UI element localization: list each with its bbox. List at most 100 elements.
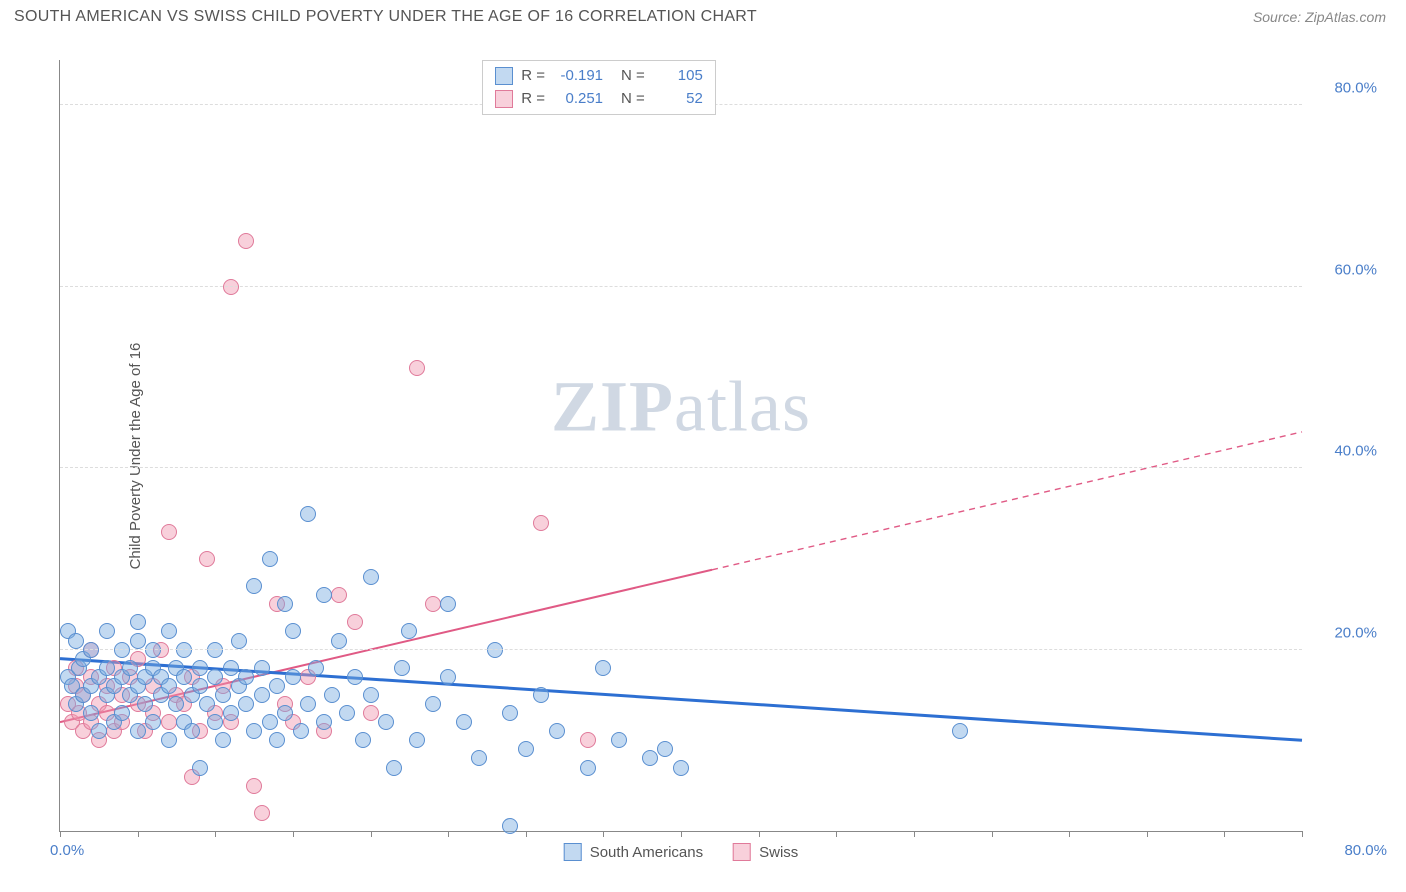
x-tick bbox=[371, 831, 372, 837]
scatter-point-blue bbox=[269, 732, 285, 748]
scatter-point-blue bbox=[192, 660, 208, 676]
x-axis-min-label: 0.0% bbox=[50, 842, 84, 859]
chart-container: Child Poverty Under the Age of 16 ZIPatl… bbox=[14, 40, 1392, 872]
y-tick-label: 20.0% bbox=[1312, 624, 1377, 641]
scatter-point-blue bbox=[386, 760, 402, 776]
scatter-point-blue bbox=[145, 714, 161, 730]
scatter-point-blue bbox=[238, 669, 254, 685]
scatter-point-blue bbox=[130, 723, 146, 739]
x-tick bbox=[1224, 831, 1225, 837]
scatter-point-blue bbox=[355, 732, 371, 748]
scatter-point-blue bbox=[91, 723, 107, 739]
y-tick-label: 80.0% bbox=[1312, 80, 1377, 97]
scatter-point-blue bbox=[331, 633, 347, 649]
scatter-point-pink bbox=[347, 614, 363, 630]
scatter-point-blue bbox=[122, 660, 138, 676]
scatter-point-blue bbox=[363, 569, 379, 585]
scatter-point-pink bbox=[246, 778, 262, 794]
scatter-point-blue bbox=[68, 633, 84, 649]
scatter-point-pink bbox=[425, 596, 441, 612]
scatter-point-blue bbox=[316, 714, 332, 730]
scatter-point-blue bbox=[277, 596, 293, 612]
scatter-point-blue bbox=[533, 687, 549, 703]
scatter-point-blue bbox=[293, 723, 309, 739]
scatter-point-pink bbox=[161, 714, 177, 730]
scatter-point-blue bbox=[168, 696, 184, 712]
scatter-point-blue bbox=[99, 660, 115, 676]
scatter-point-blue bbox=[611, 732, 627, 748]
scatter-point-blue bbox=[223, 660, 239, 676]
scatter-point-blue bbox=[192, 678, 208, 694]
scatter-point-blue bbox=[207, 642, 223, 658]
scatter-point-blue bbox=[316, 587, 332, 603]
chart-title: SOUTH AMERICAN VS SWISS CHILD POVERTY UN… bbox=[14, 8, 757, 26]
scatter-point-blue bbox=[456, 714, 472, 730]
scatter-point-blue bbox=[487, 642, 503, 658]
scatter-point-blue bbox=[246, 723, 262, 739]
x-tick bbox=[1302, 831, 1303, 837]
scatter-point-blue bbox=[130, 614, 146, 630]
scatter-point-blue bbox=[502, 705, 518, 721]
scatter-point-blue bbox=[215, 732, 231, 748]
scatter-point-blue bbox=[595, 660, 611, 676]
scatter-point-blue bbox=[277, 705, 293, 721]
x-tick bbox=[1147, 831, 1148, 837]
stats-row-blue: R = -0.191 N = 105 bbox=[495, 65, 703, 88]
scatter-point-pink bbox=[331, 587, 347, 603]
scatter-point-blue bbox=[300, 506, 316, 522]
x-tick bbox=[138, 831, 139, 837]
stats-row-pink: R = 0.251 N = 52 bbox=[495, 88, 703, 111]
scatter-point-blue bbox=[262, 714, 278, 730]
scatter-point-blue bbox=[394, 660, 410, 676]
y-tick-label: 40.0% bbox=[1312, 443, 1377, 460]
scatter-point-blue bbox=[199, 696, 215, 712]
scatter-point-pink bbox=[254, 805, 270, 821]
scatter-point-blue bbox=[161, 732, 177, 748]
scatter-point-blue bbox=[83, 705, 99, 721]
gridline bbox=[60, 649, 1302, 650]
scatter-point-blue bbox=[254, 660, 270, 676]
scatter-point-blue bbox=[324, 687, 340, 703]
scatter-point-blue bbox=[580, 760, 596, 776]
scatter-point-blue bbox=[83, 642, 99, 658]
scatter-point-blue bbox=[300, 696, 316, 712]
scatter-point-pink bbox=[223, 279, 239, 295]
scatter-point-blue bbox=[161, 678, 177, 694]
scatter-point-blue bbox=[549, 723, 565, 739]
scatter-point-blue bbox=[223, 705, 239, 721]
y-tick-label: 60.0% bbox=[1312, 261, 1377, 278]
scatter-point-blue bbox=[401, 623, 417, 639]
x-tick bbox=[836, 831, 837, 837]
x-tick bbox=[60, 831, 61, 837]
scatter-point-blue bbox=[285, 623, 301, 639]
scatter-point-blue bbox=[184, 723, 200, 739]
gridline bbox=[60, 286, 1302, 287]
source-attribution: Source: ZipAtlas.com bbox=[1253, 9, 1386, 25]
scatter-point-blue bbox=[673, 760, 689, 776]
x-axis-max-label: 80.0% bbox=[1344, 842, 1387, 859]
scatter-point-blue bbox=[269, 678, 285, 694]
scatter-point-blue bbox=[642, 750, 658, 766]
swatch-pink bbox=[495, 90, 513, 108]
scatter-point-blue bbox=[215, 687, 231, 703]
legend-item-pink: Swiss bbox=[733, 843, 798, 861]
scatter-point-blue bbox=[339, 705, 355, 721]
scatter-point-blue bbox=[363, 687, 379, 703]
scatter-points-layer bbox=[60, 60, 1302, 831]
x-tick bbox=[1069, 831, 1070, 837]
series-legend: South Americans Swiss bbox=[564, 843, 799, 861]
scatter-point-blue bbox=[347, 669, 363, 685]
scatter-point-blue bbox=[262, 551, 278, 567]
scatter-point-pink bbox=[580, 732, 596, 748]
scatter-point-blue bbox=[207, 714, 223, 730]
x-tick bbox=[215, 831, 216, 837]
scatter-point-blue bbox=[238, 696, 254, 712]
legend-item-blue: South Americans bbox=[564, 843, 703, 861]
scatter-point-blue bbox=[207, 669, 223, 685]
x-tick bbox=[526, 831, 527, 837]
scatter-point-blue bbox=[176, 669, 192, 685]
scatter-point-blue bbox=[114, 642, 130, 658]
scatter-point-blue bbox=[657, 741, 673, 757]
scatter-point-pink bbox=[199, 551, 215, 567]
swatch-blue-icon bbox=[564, 843, 582, 861]
